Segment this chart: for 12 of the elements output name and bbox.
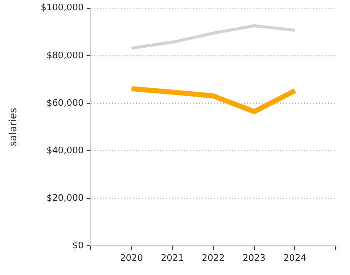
y-tick-label: $40,000: [46, 146, 84, 156]
y-tick-label: $20,000: [46, 194, 84, 204]
x-tick-label: 2024: [284, 254, 307, 264]
x-tick-label: 2023: [242, 254, 266, 264]
y-tick-label: $100,000: [40, 4, 84, 14]
x-tick-label: 2020: [120, 254, 144, 264]
y-axis-title: salaries: [8, 108, 20, 147]
y-tick-label: $0: [72, 242, 84, 252]
x-tick-label: 2021: [161, 254, 184, 264]
y-tick-label: $80,000: [46, 51, 84, 62]
x-tick-label: 2022: [202, 254, 225, 264]
y-tick-label: $60,000: [46, 98, 84, 109]
